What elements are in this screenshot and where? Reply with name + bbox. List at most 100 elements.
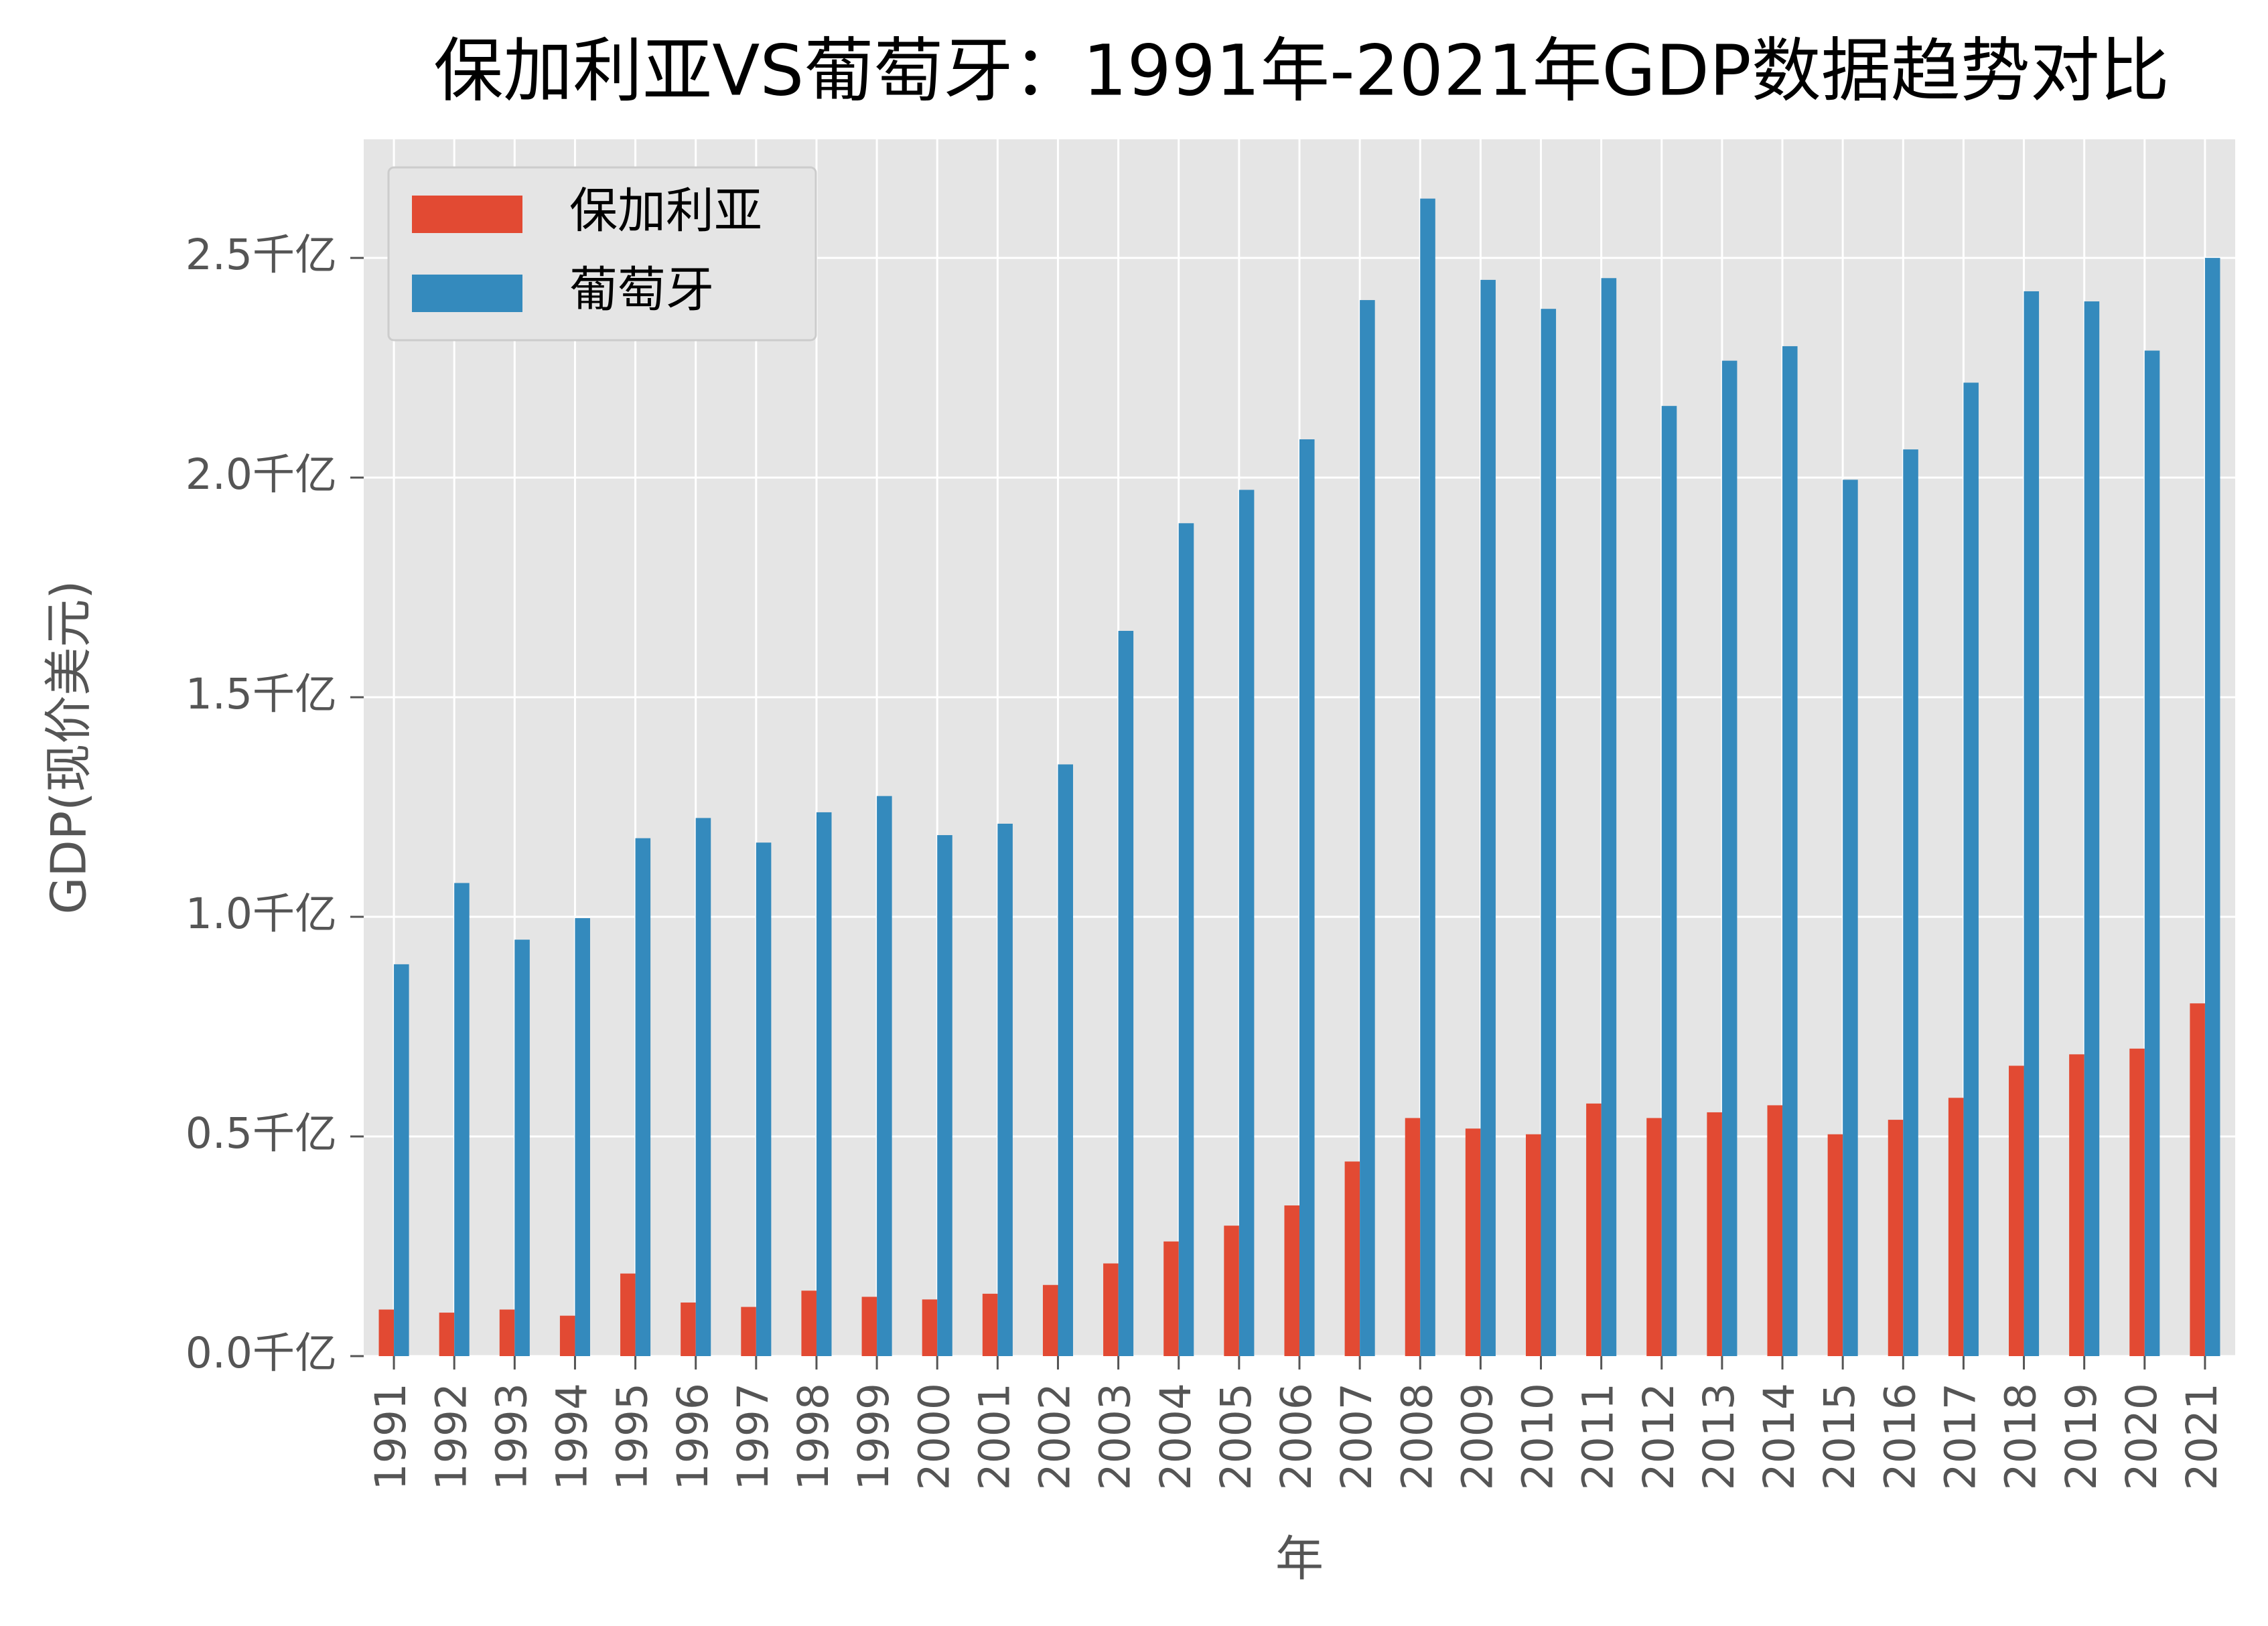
bar <box>756 842 772 1356</box>
bar <box>982 1293 998 1356</box>
bar <box>514 940 530 1356</box>
legend-swatch <box>412 275 522 312</box>
x-axis-label: 年 <box>1275 1531 1324 1587</box>
bar <box>378 1309 395 1356</box>
bar <box>681 1302 696 1356</box>
y-tick-label: 0.0千亿 <box>186 1329 337 1378</box>
bar <box>1843 479 1858 1356</box>
x-tick-label: 1997 <box>729 1383 778 1490</box>
bar <box>937 835 952 1356</box>
x-tick-label: 2008 <box>1393 1383 1441 1490</box>
bar <box>1948 1098 1964 1356</box>
bar <box>1721 360 1738 1356</box>
bar <box>1299 439 1315 1356</box>
bar <box>1238 490 1255 1357</box>
bar <box>499 1309 515 1356</box>
bar <box>1465 1128 1481 1356</box>
x-tick-label: 2002 <box>1031 1383 1080 1490</box>
x-tick-label: 2007 <box>1332 1383 1381 1490</box>
bar <box>816 812 832 1356</box>
bar <box>1058 764 1074 1356</box>
bar <box>2190 1003 2205 1356</box>
bar <box>1827 1134 1843 1356</box>
bar <box>1360 300 1375 1357</box>
x-tick-label: 2004 <box>1151 1383 1200 1490</box>
x-tick-label: 1996 <box>668 1383 717 1490</box>
bar <box>801 1290 817 1356</box>
x-tick-label: 2001 <box>970 1383 1019 1490</box>
bar <box>1707 1112 1722 1356</box>
y-tick-label: 1.5千亿 <box>186 670 337 719</box>
x-tick-label: 1994 <box>548 1383 597 1490</box>
x-tick-label: 2014 <box>1755 1383 1804 1490</box>
bar <box>454 883 470 1356</box>
bar <box>1405 1118 1421 1356</box>
legend-swatch <box>412 196 522 233</box>
bar <box>1586 1103 1602 1356</box>
y-tick-label: 1.0千亿 <box>186 889 337 938</box>
bar <box>620 1273 636 1356</box>
bar <box>2204 258 2220 1357</box>
bar <box>922 1299 938 1356</box>
x-tick-label: 2005 <box>1212 1383 1261 1490</box>
bar <box>1525 1134 1541 1356</box>
bar <box>1103 1263 1119 1356</box>
bar <box>1767 1105 1783 1356</box>
x-tick-label: 2021 <box>2178 1383 2226 1490</box>
x-tick-label: 1992 <box>427 1383 476 1490</box>
bar <box>559 1315 575 1356</box>
bar <box>1224 1226 1239 1356</box>
bar <box>2129 1048 2145 1356</box>
y-axis-label: GDP(现价美元) <box>41 581 97 915</box>
x-tick-label: 1995 <box>608 1383 657 1490</box>
bar <box>1646 1118 1662 1356</box>
x-tick-label: 1998 <box>789 1383 838 1490</box>
x-tick-label: 2020 <box>2117 1383 2166 1490</box>
bar <box>1344 1161 1360 1356</box>
bar <box>1118 631 1134 1356</box>
bar <box>394 964 409 1356</box>
bar <box>1480 279 1496 1356</box>
bar <box>1903 449 1918 1356</box>
bar <box>1888 1120 1904 1356</box>
x-tick-label: 2018 <box>1997 1383 2046 1490</box>
bar <box>1661 406 1677 1356</box>
bar <box>2009 1065 2024 1356</box>
x-tick-label: 2013 <box>1695 1383 1744 1490</box>
x-tick-label: 2000 <box>910 1383 959 1490</box>
bar <box>2084 301 2100 1357</box>
bar <box>1420 198 1435 1356</box>
bar <box>2144 350 2160 1356</box>
bar <box>1284 1205 1299 1356</box>
bar <box>997 823 1013 1356</box>
legend-label: 保加利亚 <box>569 183 762 239</box>
x-tick-label: 2016 <box>1875 1383 1924 1490</box>
bar <box>741 1307 756 1356</box>
x-tick-label: 1999 <box>849 1383 898 1490</box>
x-tick-label: 2003 <box>1091 1383 1140 1490</box>
bar <box>439 1313 455 1356</box>
bar <box>1782 346 1798 1356</box>
bar <box>2024 291 2040 1357</box>
y-tick-label: 0.5千亿 <box>186 1109 337 1158</box>
bar <box>1042 1284 1058 1356</box>
y-tick-label: 2.0千亿 <box>186 450 337 499</box>
x-tick-label: 2012 <box>1634 1383 1683 1490</box>
bar <box>695 818 711 1356</box>
chart-title: 保加利亚VS葡萄牙：1991年-2021年GDP数据趋势对比 <box>433 29 2169 111</box>
x-tick-label: 1991 <box>366 1383 415 1490</box>
bar <box>877 796 892 1356</box>
x-tick-label: 2017 <box>1936 1383 1985 1490</box>
bar <box>1963 382 1979 1356</box>
x-tick-label: 1993 <box>487 1383 536 1490</box>
x-tick-label: 2006 <box>1272 1383 1321 1490</box>
bar <box>1601 278 1617 1356</box>
x-tick-label: 2019 <box>2057 1383 2106 1490</box>
bar <box>1541 309 1557 1357</box>
y-tick-label: 2.5千亿 <box>186 230 337 279</box>
bar <box>861 1297 877 1356</box>
bar <box>635 838 651 1356</box>
legend-label: 葡萄牙 <box>569 262 714 318</box>
